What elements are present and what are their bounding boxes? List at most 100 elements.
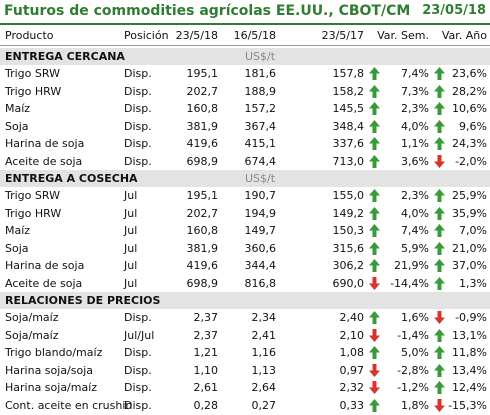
cell: 344,4 <box>244 259 277 272</box>
cell: Disp. <box>124 154 152 168</box>
arrow-up <box>434 259 445 272</box>
arrow-up <box>369 241 380 255</box>
cell: 188,9 <box>244 84 277 98</box>
cell: 158,2 <box>332 84 365 98</box>
cell: Trigo HRW <box>5 206 62 220</box>
cell: 2,3% <box>401 102 429 115</box>
cell: 202,7 <box>186 84 219 98</box>
cell: 0,27 <box>251 398 277 412</box>
cell: Soja/maíz <box>5 328 59 342</box>
cell: 21,0% <box>452 241 487 255</box>
cell: 2,41 <box>251 328 277 342</box>
arrow-up <box>369 259 380 272</box>
cell: 381,9 <box>186 241 219 255</box>
cell: 2,32 <box>339 381 365 394</box>
arrow-up <box>369 346 380 359</box>
cell: Jul <box>124 206 138 220</box>
cell: 7,4% <box>401 67 429 80</box>
arrow-down <box>434 398 445 412</box>
cell: Disp. <box>124 67 152 80</box>
cell: 4,0% <box>401 206 429 220</box>
cell: 1,21 <box>193 346 219 359</box>
arrow-up <box>434 189 445 202</box>
column-header: 23/5/17 <box>321 29 364 42</box>
cell: 7,3% <box>401 84 429 98</box>
cell: 23,6% <box>452 67 487 80</box>
cell: 149,7 <box>244 224 277 237</box>
cell: Jul <box>124 259 138 272</box>
cell: Soja <box>5 241 29 255</box>
arrow-down <box>434 154 445 168</box>
arrow-up <box>369 84 380 98</box>
cell: 10,6% <box>452 102 487 115</box>
arrow-up <box>434 276 445 290</box>
arrow-down <box>369 328 380 342</box>
cell: 155,0 <box>332 189 365 202</box>
cell: 24,3% <box>452 137 487 150</box>
cell: Jul <box>124 276 138 290</box>
arrow-up <box>434 363 445 377</box>
cell: 160,8 <box>186 224 219 237</box>
cell: 2,64 <box>251 381 277 394</box>
cell: -14,4% <box>390 276 429 290</box>
section-title: ENTREGA CERCANA <box>5 50 125 63</box>
cell: 195,1 <box>186 189 219 202</box>
title-rule <box>0 23 490 25</box>
cell: 419,6 <box>186 259 219 272</box>
arrow-up <box>434 346 445 359</box>
arrow-up <box>369 67 380 80</box>
cell: -2,0% <box>455 154 487 168</box>
arrow-up <box>434 381 445 394</box>
column-header: 23/5/18 <box>175 29 218 42</box>
section-title: ENTREGA A COSECHA <box>5 172 138 185</box>
cell: 1,6% <box>401 311 429 324</box>
arrow-down <box>369 381 380 394</box>
cell: Disp. <box>124 346 152 359</box>
cell: 4,0% <box>401 119 429 133</box>
cell: 690,0 <box>332 276 365 290</box>
cell: 419,6 <box>186 137 219 150</box>
cell: 2,37 <box>193 328 219 342</box>
arrow-down <box>434 311 445 324</box>
cell: 5,0% <box>401 346 429 359</box>
cell: Cont. aceite en crushin <box>5 398 133 412</box>
arrow-up <box>369 154 380 168</box>
cell: 367,4 <box>244 119 277 133</box>
cell: -2,8% <box>397 363 429 377</box>
cell: 816,8 <box>244 276 277 290</box>
cell: Aceite de soja <box>5 154 83 168</box>
cell: Harina soja/maíz <box>5 381 98 394</box>
cell: 9,6% <box>459 119 487 133</box>
cell: 150,3 <box>332 224 365 237</box>
column-header: Var. Sem. <box>377 29 429 42</box>
cell: 145,5 <box>332 102 365 115</box>
cell: 2,61 <box>193 381 219 394</box>
arrow-up <box>434 67 445 80</box>
arrow-up <box>434 84 445 98</box>
cell: Disp. <box>124 84 152 98</box>
cell: Disp. <box>124 102 152 115</box>
cell: Disp. <box>124 398 152 412</box>
cell: 1,1% <box>401 137 429 150</box>
cell: 202,7 <box>186 206 219 220</box>
cell: 7,4% <box>401 224 429 237</box>
arrow-up <box>434 119 445 133</box>
cell: Jul/Jul <box>124 328 155 342</box>
cell: -1,4% <box>397 328 429 342</box>
cell: 698,9 <box>186 154 219 168</box>
cell: 1,16 <box>251 346 277 359</box>
arrow-up <box>369 189 380 202</box>
cell: 5,9% <box>401 241 429 255</box>
cell: 2,10 <box>339 328 365 342</box>
cell: 3,6% <box>401 154 429 168</box>
cell: Maíz <box>5 102 31 115</box>
cell: Disp. <box>124 381 152 394</box>
column-header: Var. Año <box>441 29 487 42</box>
cell: Harina soja/soja <box>5 363 94 377</box>
cell: 13,1% <box>452 328 487 342</box>
cell: -15,3% <box>448 398 487 412</box>
cell: 190,7 <box>244 189 277 202</box>
cell: 7,0% <box>459 224 487 237</box>
cell: 157,2 <box>244 102 277 115</box>
